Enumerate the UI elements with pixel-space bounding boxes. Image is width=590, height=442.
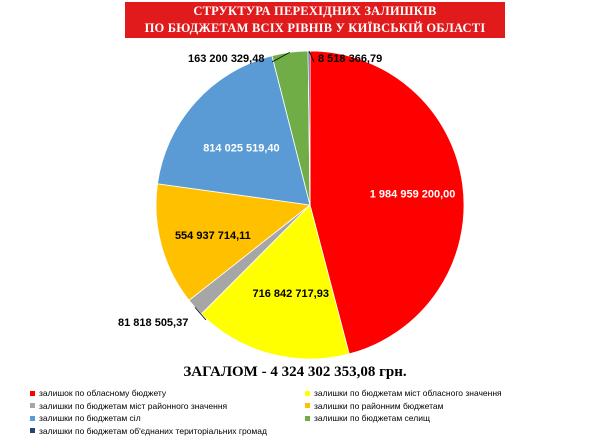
- pie-slice-5: [157, 55, 311, 206]
- chart-title-line-1: СТРУКТУРА ПЕРЕХІДНИХ ЗАЛИШКІВ: [193, 4, 437, 18]
- pie-slice-1: [309, 50, 465, 355]
- legend-item-city-rayon-significance: залишки по бюджетам міст районного значе…: [30, 401, 305, 411]
- legend-label: залишки по бюджетам об'єднаних територіа…: [39, 425, 267, 436]
- chart-title-line-2: ПО БЮДЖЕТАМ ВСІХ РІВНІВ У КИЇВСЬКІЙ ОБЛА…: [144, 21, 486, 35]
- leader-line-3: [308, 50, 315, 63]
- legend-swatch: [305, 403, 310, 409]
- data-label-6: 163 200 329,48: [188, 53, 264, 65]
- chart-title-banner: СТРУКТУРА ПЕРЕХІДНИХ ЗАЛИШКІВ ПО БЮДЖЕТА…: [125, 2, 505, 38]
- legend-swatch: [30, 428, 35, 434]
- data-label-3: 81 818 505,37: [118, 317, 188, 329]
- legend-swatch: [305, 390, 310, 396]
- legend-label: залишки по бюджетам міст обласного значе…: [314, 388, 502, 399]
- legend-item-rayon-budgets: залишки по районним бюджетам: [305, 401, 443, 411]
- legend-label: залишки по бюджетам сіл: [39, 413, 141, 424]
- leader-line-1: [194, 307, 207, 321]
- pie-slice-4: [155, 183, 311, 301]
- legend-label: залишки по районним бюджетам: [314, 400, 444, 411]
- legend-swatch: [30, 403, 35, 409]
- legend-item-otg-budgets: залишки по бюджетам об'єднаних територіа…: [30, 426, 305, 436]
- legend-label: залишки по бюджетам міст районного значе…: [39, 400, 228, 411]
- leader-line-2: [271, 51, 291, 63]
- legend-swatch: [305, 415, 310, 421]
- legend-item-oblast-budget: залишок по обласному бюджету: [30, 388, 305, 398]
- legend-item-village-budgets: залишки по бюджетам сіл: [30, 413, 305, 423]
- legend-item-settlement-budgets: залишки по бюджетам селищ: [305, 413, 430, 423]
- legend-label: залишки по бюджетам селищ: [314, 413, 430, 424]
- data-label-4: 554 937 714,11: [175, 230, 251, 242]
- pie-slice-2: [200, 204, 350, 360]
- total-label: ЗАГАЛОМ - 4 324 302 353,08 грн.: [183, 364, 407, 380]
- legend-item-city-oblast-significance: залишки по бюджетам міст обласного значе…: [305, 388, 502, 398]
- data-label-7: 8 518 366,79: [318, 53, 382, 65]
- data-label-1: 1 984 959 200,00: [370, 189, 456, 201]
- data-label-2: 716 842 717,93: [253, 288, 329, 300]
- legend-swatch: [30, 415, 35, 421]
- legend-swatch: [30, 390, 35, 396]
- chart-legend: залишок по обласному бюджету залишки по …: [30, 387, 560, 437]
- legend-label: залишок по обласному бюджету: [39, 388, 167, 399]
- data-label-5: 814 025 519,40: [203, 142, 279, 154]
